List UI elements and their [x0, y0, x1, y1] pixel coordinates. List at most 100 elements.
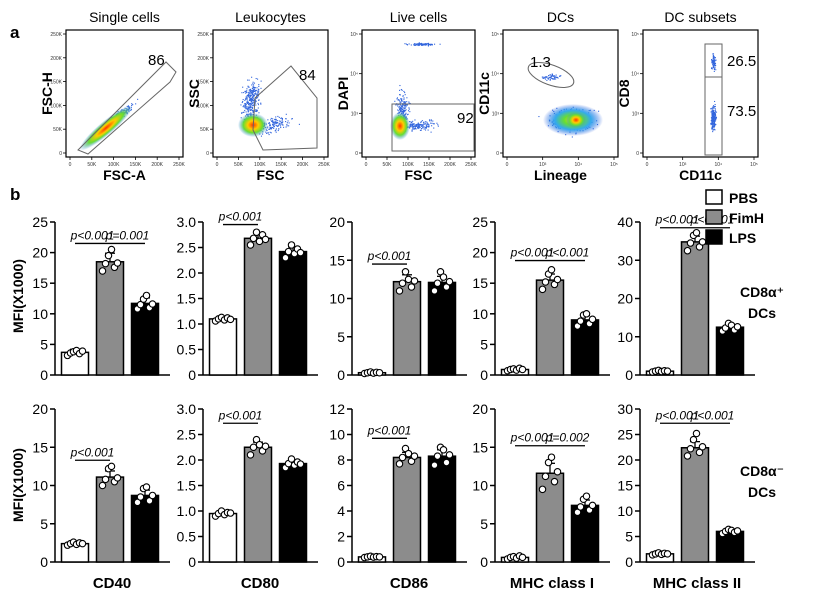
flow-y-tick-label: 0: [496, 151, 499, 157]
flow-event-dot: [280, 125, 282, 127]
data-point: [252, 228, 261, 236]
data-point: [404, 275, 413, 284]
flow-event-dot: [414, 44, 416, 46]
flow-event-dot: [275, 121, 277, 123]
flow-event-dot: [280, 117, 282, 120]
flow-event-dot: [254, 87, 256, 89]
flow-event-dot: [280, 126, 282, 129]
flow-event-dot: [285, 126, 287, 128]
flow-event-dot: [713, 121, 715, 124]
flow-panel: Live cells FSC DAPI 0 50K 100K 150K 200K 250K 0 10…: [335, 9, 477, 183]
data-point: [255, 440, 264, 449]
flow-event-dot: [713, 64, 715, 66]
flow-event-dot: [268, 133, 270, 136]
flow-event-dot: [409, 111, 411, 113]
flow-event-dot: [410, 44, 412, 46]
data-point: [101, 475, 110, 484]
p-value-label: p<0.001: [367, 249, 412, 263]
flow-event-dot: [252, 83, 254, 85]
flow-event-dot: [242, 98, 244, 101]
data-point: [395, 460, 404, 468]
bar-fimh: [680, 447, 710, 563]
data-point: [547, 453, 556, 461]
flow-event-dot: [282, 124, 284, 126]
flow-event-dot: [273, 125, 275, 128]
flow-event-dot: [260, 102, 262, 104]
flow-event-dot: [402, 108, 404, 111]
flow-event-dot: [248, 97, 250, 99]
flow-event-dot: [252, 97, 254, 99]
data-point: [136, 300, 145, 309]
flow-event-dot: [714, 57, 716, 59]
flow-event-dot: [713, 129, 715, 131]
flow-event-dot: [421, 125, 423, 127]
flow-event-dot: [711, 62, 713, 64]
data-point: [78, 347, 87, 355]
flow-event-dot: [410, 126, 412, 128]
flow-event-dot: [256, 97, 259, 99]
flow-y-tick-label: 10³: [492, 111, 500, 117]
data-point: [433, 452, 442, 460]
flow-x-tick-label: 150K: [275, 162, 287, 168]
flow-event-dot: [243, 111, 245, 113]
flow-event-dot: [414, 128, 417, 130]
flow-event-dot: [280, 120, 282, 122]
y-tick-label: 10: [329, 291, 345, 307]
y-tick-label: 10: [472, 478, 488, 494]
y-tick-label: 20: [472, 401, 488, 417]
flow-event-dot: [711, 60, 713, 62]
flow-event-dot: [245, 98, 247, 100]
flow-event-dot: [408, 108, 410, 110]
flow-event-dot: [399, 94, 401, 96]
flow-event-dot: [252, 95, 254, 97]
flow-y-axis-label: CD8: [616, 79, 632, 107]
flow-event-dot: [251, 96, 253, 98]
legend-label-fimh: FimH: [729, 210, 764, 226]
flow-event-dot: [260, 103, 262, 105]
column-label: CD80: [241, 575, 279, 592]
flow-event-dot: [426, 123, 428, 125]
flow-event-dot: [550, 75, 552, 77]
flow-event-dot: [258, 112, 260, 114]
flow-event-dot: [243, 104, 245, 107]
flow-x-tick-label: 150K: [423, 162, 435, 168]
flow-event-dot: [399, 109, 401, 111]
flow-event-dot: [400, 111, 402, 113]
bar-fimh: [392, 456, 422, 563]
flow-event-dot: [598, 110, 600, 112]
flow-event-dot: [402, 104, 404, 106]
flow-event-dot: [399, 101, 401, 103]
flow-event-dot: [713, 117, 716, 119]
y-tick-label: 5: [40, 516, 48, 532]
flow-event-dot: [399, 111, 401, 113]
flow-event-dot: [712, 131, 714, 133]
p-value-label: p<0.001: [655, 213, 700, 227]
flow-event-dot: [553, 75, 555, 77]
flow-event-dot: [714, 120, 716, 123]
flow-event-dot: [285, 113, 287, 115]
data-point: [686, 239, 695, 247]
flow-gate: [704, 43, 723, 156]
y-tick-label: 3.0: [177, 214, 197, 230]
flow-event-dot: [408, 102, 410, 104]
flow-event-dot: [283, 126, 285, 128]
data-point: [226, 315, 235, 324]
bar-chart-panel: 0 5 10 15 20 p<0.001: [329, 214, 467, 383]
data-point: [692, 228, 701, 237]
flow-event-dot: [277, 120, 279, 122]
flow-event-dot: [710, 111, 712, 113]
flow-event-dot: [406, 101, 408, 103]
flow-event-dot: [399, 107, 401, 109]
flow-x-tick-label: 200K: [151, 162, 163, 168]
flow-event-dot: [245, 96, 247, 98]
flow-event-dot: [408, 121, 411, 123]
flow-density-core: [390, 112, 410, 140]
flow-event-dot: [713, 106, 715, 108]
flow-event-dot: [399, 102, 401, 104]
flow-event-dot: [399, 94, 401, 96]
flow-event-dot: [556, 76, 559, 78]
flow-event-dot: [254, 102, 256, 104]
data-point: [281, 253, 290, 262]
data-point: [261, 235, 270, 244]
